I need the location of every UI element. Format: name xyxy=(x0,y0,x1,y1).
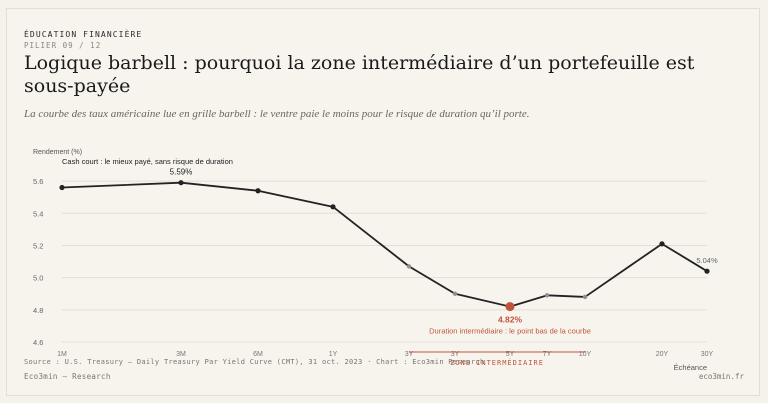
series-line xyxy=(61,181,708,308)
y-tick-label: 5.2 xyxy=(33,241,43,250)
chart-card xyxy=(6,8,760,396)
x-tick-label: 10Y xyxy=(579,351,592,358)
data-point xyxy=(178,180,184,186)
x-tick-label: 30Y xyxy=(701,351,714,358)
y-tick-label: 4.6 xyxy=(33,338,43,347)
x-tick-label: 1M xyxy=(57,351,67,358)
brand-footer: Eco3min — Research xyxy=(24,372,111,381)
x-tick-label: 7Y xyxy=(543,351,552,358)
zone-label: ZONE INTERMÉDIAIRE xyxy=(450,358,544,367)
x-tick-label: 3M xyxy=(176,351,186,358)
data-point xyxy=(659,241,665,247)
x-tick-label: 6M xyxy=(253,351,263,358)
y-axis-label: Rendement (%) xyxy=(33,149,82,156)
kicker: ÉDUCATION FINANCIÈRE xyxy=(24,30,143,39)
y-tick-label: 5.6 xyxy=(33,177,43,186)
y-tick-label: 5.0 xyxy=(33,274,43,283)
x-tick-label: 20Y xyxy=(656,351,669,358)
data-point xyxy=(704,268,710,274)
data-point xyxy=(59,184,65,191)
x-tick-label: 3Y xyxy=(405,351,414,358)
data-label-max: 5.59% xyxy=(170,168,193,177)
data-point xyxy=(255,188,261,194)
data-point xyxy=(452,291,458,296)
annotation-intermediate: Duration intermédiaire : le point bas de… xyxy=(429,327,591,336)
data-point xyxy=(544,293,550,298)
x-tick-label: 3Y xyxy=(451,351,460,358)
x-tick-label: 5Y xyxy=(506,351,515,358)
y-tick-label: 5.4 xyxy=(33,209,43,218)
annotation-short-cash: Cash court : le mieux payé, sans risque … xyxy=(62,157,233,166)
data-point xyxy=(582,294,588,300)
pillar-label: PILIER 09 / 12 xyxy=(24,41,102,50)
chart-title: Logique barbell : pourquoi la zone inter… xyxy=(24,52,695,97)
data-point-min xyxy=(505,302,515,312)
x-tick-label: 1Y xyxy=(329,351,338,358)
chart-subtitle: La courbe des taux américaine lue en gri… xyxy=(24,108,530,120)
site-link[interactable]: eco3min.fr xyxy=(698,372,744,381)
data-label-min: 4.82% xyxy=(498,315,523,325)
data-label-last: 5.04% xyxy=(696,256,718,265)
data-point xyxy=(406,264,412,269)
source-note: Source : U.S. Treasury — Daily Treasury … xyxy=(24,358,485,366)
y-tick-label: 4.8 xyxy=(33,306,43,315)
data-point xyxy=(330,204,336,210)
x-axis-label: Échéance xyxy=(673,363,707,372)
